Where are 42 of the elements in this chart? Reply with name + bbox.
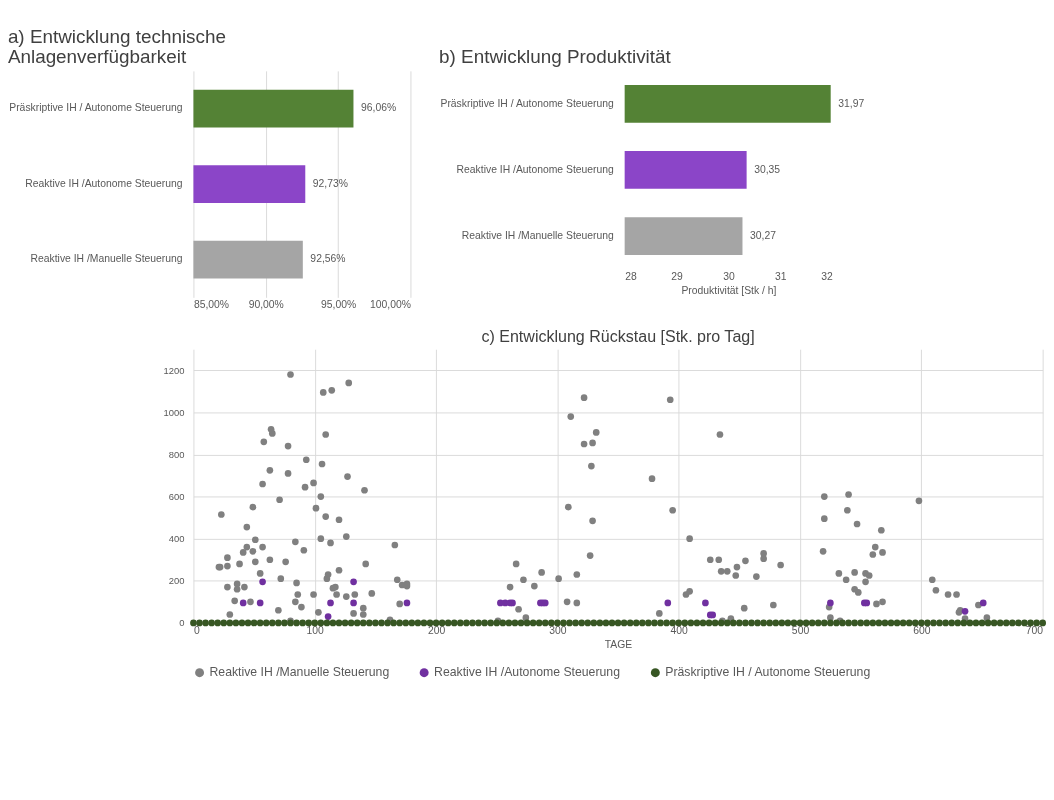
legend-label: Reaktive IH /Manuelle Steuerung — [209, 665, 390, 680]
x-tick-label: 100 — [306, 624, 325, 636]
y-tick-label: Reaktive IH /Autonome Steuerung — [25, 177, 183, 189]
x-tick-label: 28 — [625, 270, 637, 282]
x-axis-title: Produktivität [Stk / h] — [681, 285, 777, 297]
x-tick-label: 200 — [427, 624, 446, 636]
x-tick-label: 500 — [791, 624, 810, 636]
x-tick-label: 31 — [775, 270, 787, 282]
x-tick-label: 0 — [193, 624, 200, 636]
y-tick-label: 200 — [168, 575, 185, 587]
data-label: 92,73% — [312, 177, 348, 189]
data-label: 31,97 — [838, 97, 865, 109]
x-tick-label: 100,00% — [370, 299, 411, 311]
data-label: 30,27 — [750, 229, 777, 241]
x-axis-title: TAGE — [604, 638, 633, 650]
x-tick-label: 30 — [723, 270, 735, 282]
y-tick-label: 800 — [168, 448, 185, 460]
chart-title: b) Entwicklung Produktivität — [439, 46, 672, 68]
chart-title: a) Entwicklung technische Anlagenverfügbarkeit — [7, 25, 226, 68]
data-label: 96,06% — [361, 102, 397, 114]
y-tick-label: 1000 — [163, 406, 185, 418]
x-tick-label: 85,00% — [193, 299, 230, 311]
y-tick-label: Reaktive IH /Autonome Steuerung — [456, 163, 615, 175]
data-label: 92,56% — [310, 253, 346, 265]
x-tick-label: 95,00% — [321, 299, 357, 311]
y-tick-label: 1200 — [163, 364, 185, 376]
x-tick-label: 400 — [670, 624, 689, 636]
y-tick-label: Reaktive IH /Manuelle Steuerung — [461, 229, 615, 241]
x-tick-label: 32 — [821, 270, 833, 282]
chart-title: c) Entwicklung Rückstau [Stk. pro Tag] — [481, 326, 755, 345]
x-tick-label: 29 — [671, 270, 684, 282]
legend-label: Präskriptive IH / Autonome Steuerung — [665, 665, 871, 680]
y-tick-label: 600 — [168, 490, 185, 502]
y-tick-label: Präskriptive IH / Autonome Steuerung — [440, 97, 615, 109]
y-tick-label: Präskriptive IH / Autonome Steuerung — [9, 102, 183, 114]
y-tick-label: 400 — [168, 533, 185, 544]
x-tick-label: 90,00% — [248, 299, 284, 311]
y-tick-label: Reaktive IH /Manuelle Steuerung — [30, 253, 183, 265]
data-label: 30,35 — [754, 163, 781, 175]
x-tick-label: 700 — [1025, 624, 1044, 636]
x-tick-label: 300 — [549, 624, 567, 636]
x-tick-label: 600 — [913, 624, 931, 636]
